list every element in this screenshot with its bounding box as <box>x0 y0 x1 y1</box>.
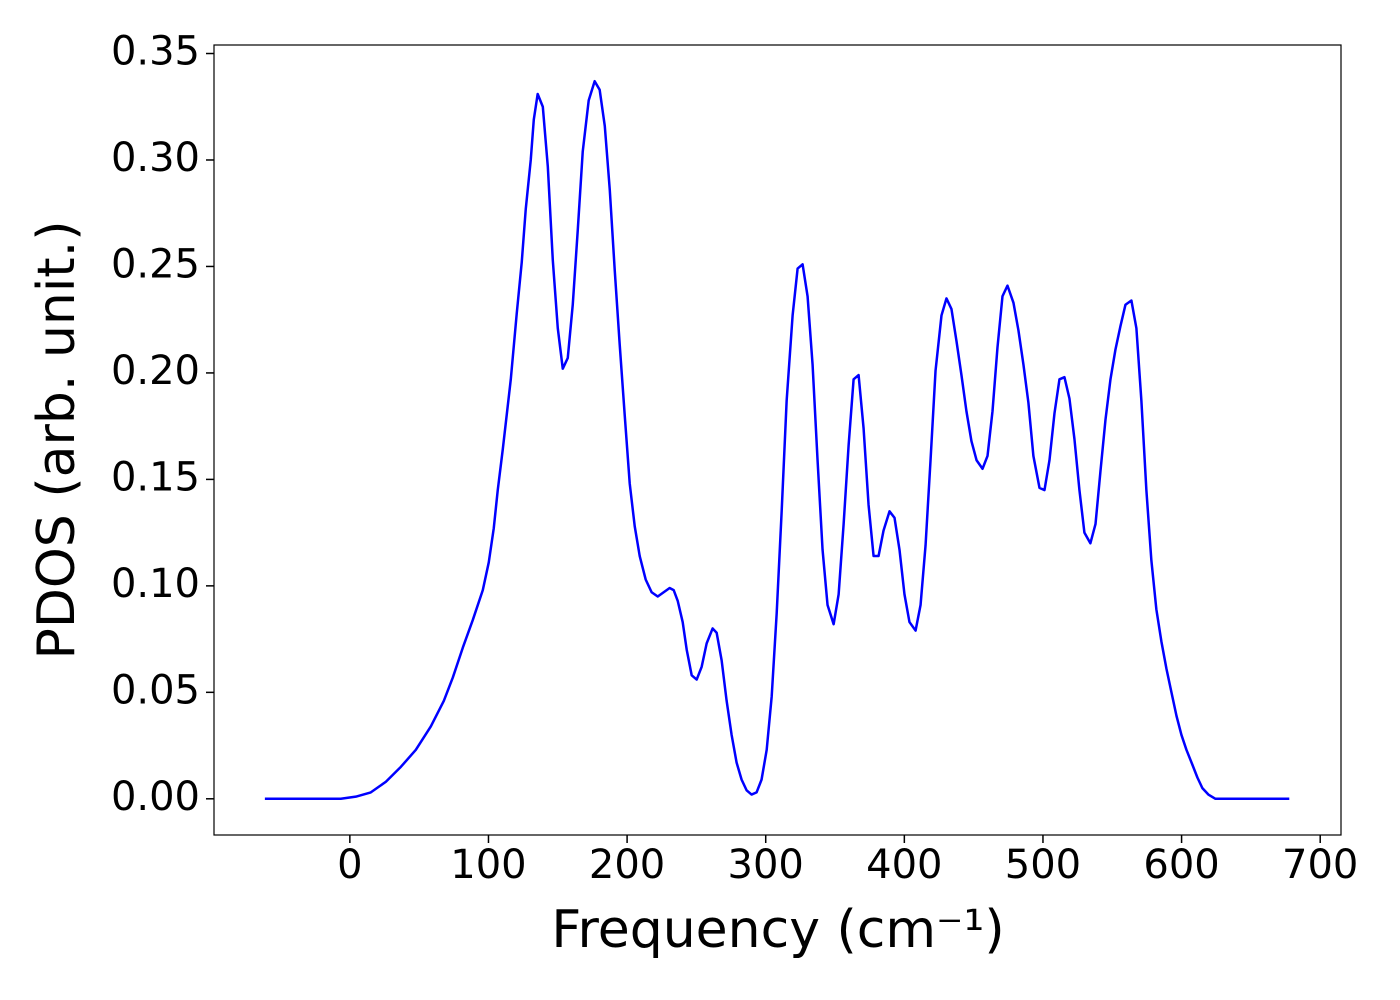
x-tick-label: 200 <box>589 842 665 888</box>
plot-frame <box>213 44 1342 836</box>
y-axis-label: PDOS (arb. unit.) <box>27 220 87 659</box>
x-tick-label: 300 <box>728 842 804 888</box>
y-tick-label: 0.10 <box>111 561 200 607</box>
x-tick-label: 400 <box>866 842 942 888</box>
y-tick-label: 0.20 <box>111 348 200 394</box>
x-tick-label: 100 <box>450 842 526 888</box>
y-tick-label: 0.15 <box>111 454 200 500</box>
y-tick-label: 0.35 <box>111 29 200 75</box>
x-axis-label: Frequency (cm⁻¹) <box>551 900 1004 960</box>
x-tick-label: 0 <box>337 842 362 888</box>
y-tick-label: 0.00 <box>111 774 200 820</box>
x-tick-label: 600 <box>1143 842 1219 888</box>
y-tick-label: 0.30 <box>111 135 200 181</box>
y-tick-label: 0.05 <box>111 667 200 713</box>
y-tick-label: 0.25 <box>111 241 200 287</box>
x-tick-label: 700 <box>1282 842 1358 888</box>
x-tick-label: 500 <box>1005 842 1081 888</box>
data-line <box>264 79 1290 801</box>
